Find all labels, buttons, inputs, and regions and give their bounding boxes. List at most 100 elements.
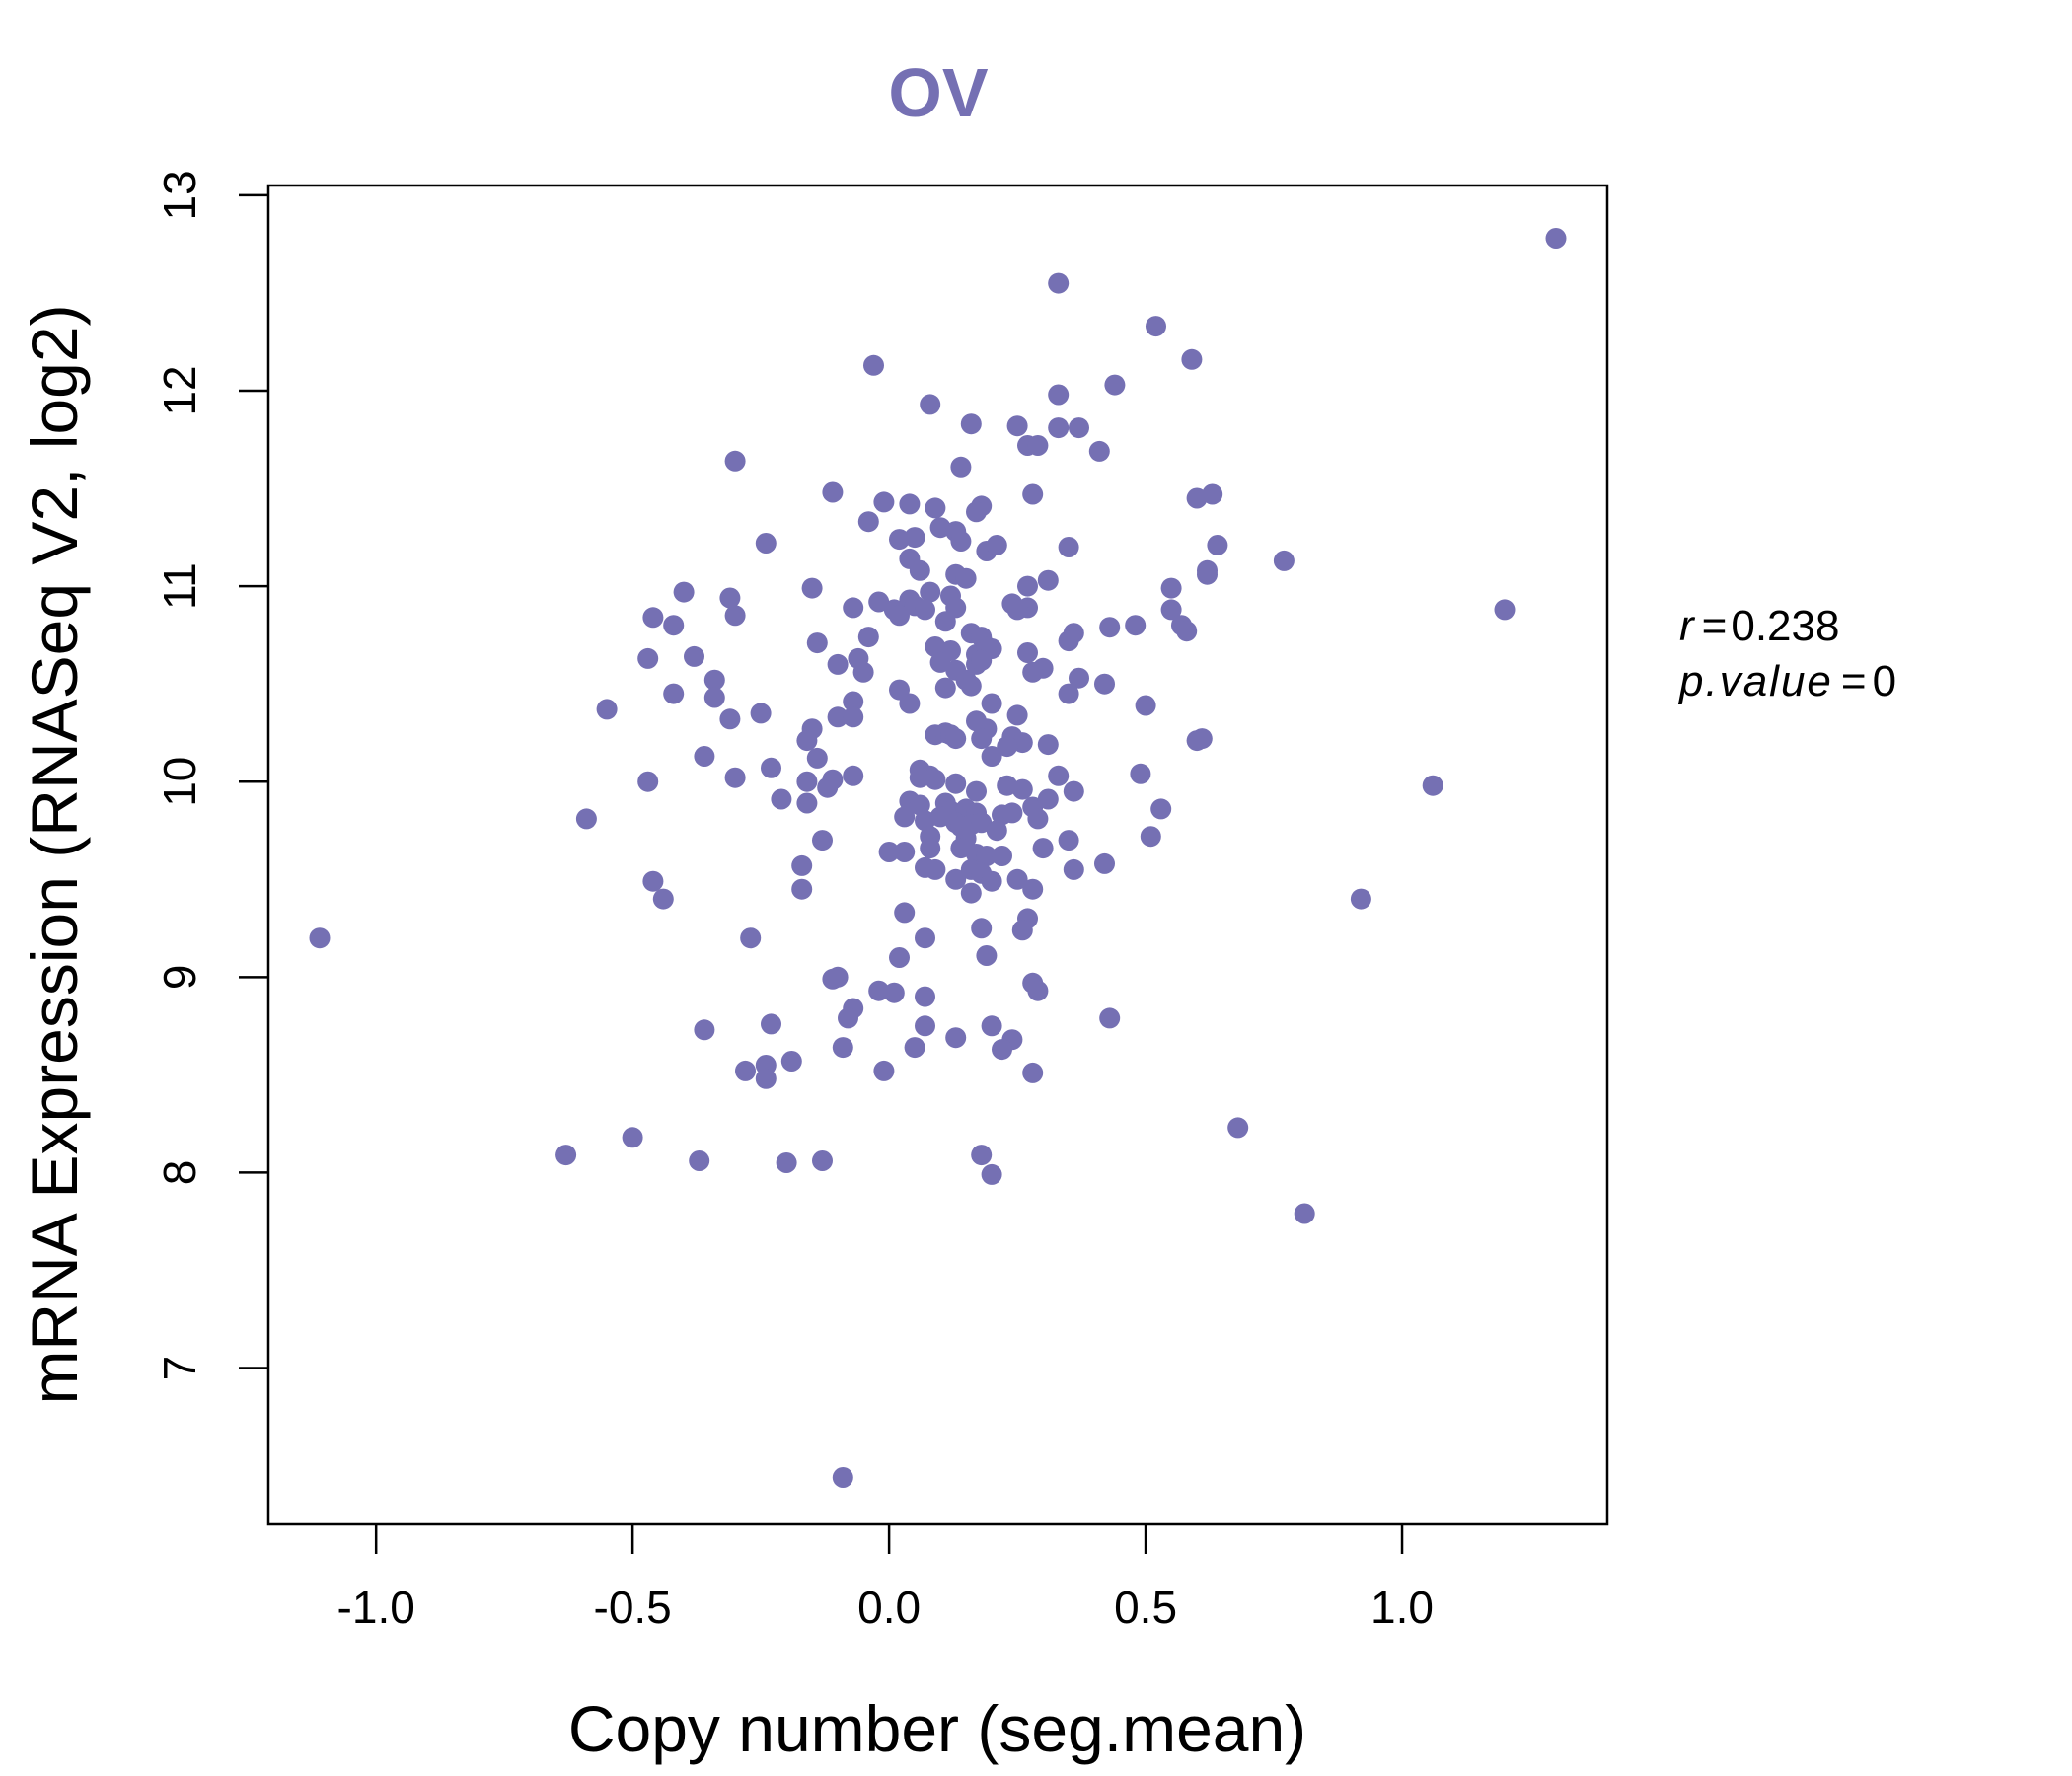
data-point [971, 918, 993, 939]
x-tick-label: -0.5 [594, 1582, 672, 1633]
data-point [637, 647, 659, 669]
x-tick-label: 1.0 [1370, 1582, 1434, 1633]
data-point [1197, 563, 1218, 585]
data-point [1160, 577, 1182, 599]
data-point [915, 599, 935, 621]
data-point [1048, 765, 1070, 786]
data-point [776, 1152, 797, 1173]
data-point [1088, 440, 1110, 462]
chart-title: OV [888, 54, 988, 131]
data-point [684, 645, 704, 667]
data-point [791, 854, 813, 876]
data-point [929, 651, 951, 673]
data-point [843, 765, 864, 786]
data-point [1058, 830, 1079, 851]
data-point [894, 806, 916, 828]
data-point [673, 581, 695, 603]
data-point [1202, 483, 1223, 505]
data-point [761, 757, 781, 778]
data-point [904, 527, 925, 549]
correlation-r: r =0.238 [1679, 602, 1839, 650]
data-point [694, 1019, 715, 1041]
data-point [1160, 599, 1182, 621]
data-point [1125, 615, 1147, 636]
data-point [812, 1150, 833, 1171]
data-point [945, 773, 967, 794]
data-point [1001, 802, 1023, 824]
data-point [960, 675, 982, 697]
data-point [642, 870, 664, 892]
x-tick-label: 0.0 [857, 1582, 921, 1633]
data-point [992, 846, 1012, 866]
data-point [750, 703, 772, 724]
data-point [1006, 599, 1028, 621]
data-point [1006, 868, 1028, 890]
data-point [925, 769, 946, 790]
data-point [1048, 417, 1070, 439]
data-point [791, 878, 813, 900]
data-point [1027, 808, 1049, 830]
data-point [1058, 683, 1079, 704]
r-label: r [1679, 602, 1696, 650]
data-point [843, 691, 864, 712]
y-tick-label: 11 [154, 562, 205, 610]
data-point [904, 1037, 925, 1059]
data-point [992, 1039, 1012, 1061]
data-point [925, 497, 946, 519]
data-point [689, 1150, 710, 1171]
p-number: 0 [1873, 657, 1898, 705]
data-point [817, 777, 839, 798]
data-point [694, 746, 715, 767]
y-tick-label: 8 [154, 1160, 205, 1186]
y-axis: 7 8 9 10 11 12 13 [154, 170, 268, 1380]
data-point [735, 1060, 756, 1081]
data-point [915, 927, 935, 949]
data-point [1135, 695, 1156, 716]
data-point [934, 611, 956, 632]
data-point [878, 842, 900, 862]
data-point [1058, 537, 1079, 557]
y-tick-label: 13 [154, 170, 205, 220]
data-point [1048, 384, 1070, 406]
data-point [1027, 435, 1049, 456]
data-point [909, 559, 930, 581]
data-point [761, 1013, 781, 1035]
data-point [796, 730, 818, 752]
data-point [909, 767, 930, 788]
data-point [822, 481, 844, 503]
data-point [960, 413, 982, 435]
data-point [883, 982, 905, 1003]
y-tick-label: 9 [154, 965, 205, 991]
data-point [960, 882, 982, 904]
data-point [740, 927, 762, 949]
data-point [868, 591, 890, 613]
data-point [1273, 550, 1295, 571]
data-point [719, 587, 741, 609]
data-point [1017, 575, 1038, 597]
data-point [894, 902, 916, 924]
data-point [863, 354, 884, 376]
data-point [889, 605, 910, 627]
data-point [873, 491, 895, 513]
data-point [1048, 272, 1070, 294]
data-point [812, 830, 833, 851]
data-point [796, 792, 818, 814]
data-point [838, 1007, 858, 1029]
x-axis-label: Copy number (seg.mean) [568, 1692, 1306, 1765]
data-point [663, 683, 685, 704]
data-point [899, 493, 921, 515]
data-point [309, 927, 331, 949]
data-point [1069, 417, 1089, 439]
data-point [1191, 728, 1213, 750]
data-point [843, 597, 864, 619]
data-point [1146, 316, 1166, 337]
data-point [909, 794, 930, 816]
data-point [780, 1051, 802, 1072]
data-point [873, 1060, 895, 1081]
data-point [981, 746, 1002, 767]
data-point [894, 842, 916, 862]
data-point [915, 986, 935, 1007]
data-point [971, 728, 993, 750]
data-point [796, 771, 818, 792]
data-point [724, 767, 746, 788]
